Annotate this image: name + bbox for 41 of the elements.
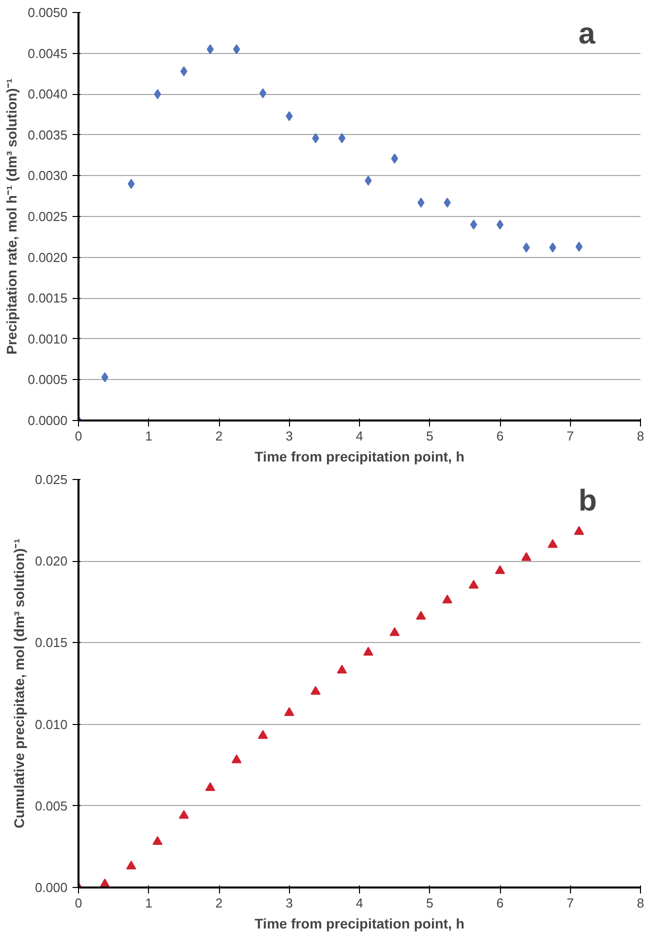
y-tick-label: 0.025 — [34, 472, 68, 487]
y-tick-label: 0.020 — [34, 554, 68, 569]
x-tick-label: 1 — [145, 896, 152, 910]
x-tick-label: 8 — [636, 896, 644, 910]
y-tick-label: 0.0000 — [28, 413, 68, 428]
y-axis-title: Cumulative precipitate, mol (dm³ solution)⁻¹ — [10, 538, 27, 828]
y-tick-label: 0.015 — [34, 635, 68, 650]
y-tick-label: 0.0045 — [28, 46, 68, 61]
y-tick-label: 0.0030 — [28, 168, 68, 184]
x-axis-title: Time from precipitation point, h — [254, 916, 464, 932]
y-tick-label: 0.0010 — [28, 331, 68, 346]
y-tick-label: 0.010 — [34, 716, 68, 732]
x-tick-label: 3 — [286, 428, 293, 444]
x-tick-label: 4 — [356, 428, 364, 444]
y-tick-label: 0.005 — [34, 798, 68, 814]
annotation: b — [578, 484, 597, 518]
y-tick-label: 0.000 — [34, 880, 68, 895]
y-tick-label: 0.0040 — [28, 86, 68, 102]
x-axis-title: Time from precipitation point, h — [254, 448, 464, 464]
y-tick-label: 0.0020 — [28, 250, 68, 265]
y-tick-label: 0.0050 — [28, 5, 68, 20]
x-tick-label: 0 — [74, 428, 82, 444]
x-tick-label: 2 — [215, 428, 223, 444]
x-tick-label: 0 — [74, 896, 82, 910]
x-tick-label: 1 — [145, 428, 152, 444]
y-axis-title: Precipitation rate, mol h⁻¹ (dm³ solution)⁻¹ — [4, 78, 20, 354]
x-tick-label: 7 — [566, 428, 574, 444]
x-tick-label: 5 — [426, 896, 434, 910]
x-tick-label: 3 — [286, 896, 293, 910]
x-tick-label: 2 — [215, 896, 223, 910]
y-tick-label: 0.0015 — [28, 290, 68, 306]
x-tick-label: 4 — [356, 896, 364, 910]
x-tick-label: 7 — [566, 896, 574, 910]
x-tick-label: 8 — [636, 428, 644, 444]
x-tick-label: 6 — [496, 896, 504, 910]
annotation: a — [578, 18, 596, 50]
x-tick-label: 5 — [426, 428, 434, 444]
y-tick-label: 0.0035 — [28, 127, 68, 142]
y-tick-label: 0.0005 — [28, 372, 68, 388]
x-tick-label: 6 — [496, 428, 504, 444]
y-tick-label: 0.0025 — [28, 209, 68, 224]
